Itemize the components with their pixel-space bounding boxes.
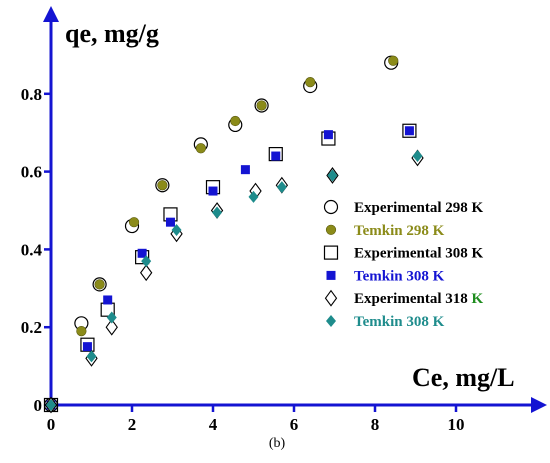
x-tick-label: 6 [290,415,299,434]
data-point-series-4 [271,151,281,161]
data-point-series-4 [240,165,250,175]
data-point-series-4 [137,248,147,258]
figure-caption: (b) [269,436,286,451]
legend-item: Temkin 298 K [325,223,445,239]
legend-label-suffix: K [468,291,484,307]
y-tick-label: 0.6 [21,163,42,182]
data-point-series-4 [103,295,113,305]
legend: Experimental 298 K Temkin 298 K Experiment… [323,199,484,330]
data-points [43,55,424,414]
data-point-series-5 [105,318,118,336]
legend-label: Temkin 298 K [354,223,445,239]
legend-label: Temkin 308 K [354,314,445,330]
data-point-series-2 [256,100,267,111]
data-point-series-2 [76,325,87,337]
legend-marker [323,245,339,260]
data-point-series-2 [305,77,316,88]
data-point-series-1 [92,277,107,292]
legend-marker [326,315,336,327]
data-point-series-3 [80,337,95,352]
data-point-series-6 [171,223,182,236]
legend-item: Experimental 308 K [323,245,483,262]
data-point-series-5 [139,264,153,282]
legend-label: Experimental 308 K [354,246,483,262]
data-point-series-6 [106,311,117,324]
data-point-series-2 [195,143,206,154]
y-tick-label: 0.4 [21,240,43,259]
x-tick-label: 0 [47,415,56,434]
x-axis-title: Ce, mg/L [412,363,515,392]
data-point-series-2 [128,217,140,228]
series-2 [45,55,399,411]
data-point-series-1 [254,98,269,113]
data-point-series-6 [248,190,259,203]
x-tick-label: 2 [128,415,137,434]
data-point-series-1 [155,178,170,193]
data-point-series-2 [157,180,168,191]
x-tick-label: 8 [371,415,380,434]
legend-marker [323,199,339,215]
x-tick-label: 4 [209,415,218,434]
data-point-series-3 [268,146,283,162]
legend-marker [324,289,338,307]
legend-label: Experimental 318 K [354,291,484,307]
legend-item: Experimental 298 K [323,199,483,216]
data-point-series-6 [327,169,338,182]
data-point-series-4 [165,217,175,227]
legend-item: Temkin 308 K [326,314,445,330]
data-point-series-2 [230,115,241,127]
data-point-series-6 [276,181,287,194]
data-point-series-6 [86,350,97,363]
data-point-series-4 [208,186,218,196]
legend-label: Temkin 308 K [354,268,445,284]
data-point-series-3 [402,123,417,138]
y-tick-label: 0.2 [21,318,42,337]
data-point-series-2 [388,55,399,66]
data-point-series-6 [141,255,152,268]
legend-marker [325,224,337,235]
y-axis-title: qe, mg/g [65,19,159,48]
tick-labels: 0 2 4 6 8 10 0 0.2 0.4 0.6 0.8 [21,85,465,434]
y-tick-label: 0.8 [21,85,42,104]
legend-item: Temkin 308 K [326,268,445,284]
data-point-series-4 [404,126,414,136]
legend-marker [326,270,336,280]
data-point-series-6 [212,206,223,219]
x-axis-arrowhead [531,397,547,413]
data-point-series-2 [94,279,105,290]
x-tick-label: 10 [448,415,465,434]
data-point-series-4 [323,130,333,140]
data-point-series-4 [82,342,92,352]
legend-label: Experimental 298 K [354,200,483,216]
series-6 [46,150,423,411]
data-point-series-6 [46,399,56,411]
legend-item: Experimental 318 K [324,289,484,307]
data-point-series-6 [412,150,423,163]
y-axis-arrowhead [43,6,59,22]
y-tick-label: 0 [34,396,43,415]
